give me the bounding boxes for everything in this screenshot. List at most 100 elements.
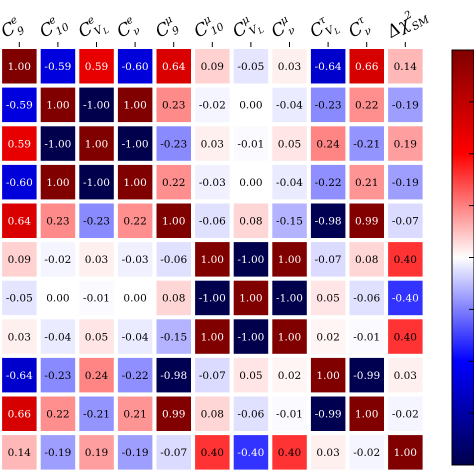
heatmap-cell <box>272 396 307 431</box>
heatmap-cell <box>2 87 37 123</box>
cell-value-label: -0.64 <box>6 370 33 382</box>
heatmap-cell <box>310 87 346 123</box>
svg-text:CμVL: CμVL <box>228 10 265 47</box>
heatmap-cell <box>310 126 346 161</box>
heatmap-cell <box>117 396 153 431</box>
heatmap-cell <box>156 87 191 123</box>
cell-value-label: -0.04 <box>44 331 71 343</box>
heatmap-cell <box>349 87 384 123</box>
cell-value-label: 0.22 <box>355 100 378 112</box>
cell-value-label: 0.19 <box>394 138 417 150</box>
heatmap-cell <box>349 319 384 354</box>
heatmap-cell <box>233 203 269 238</box>
cell-value-label: 0.08 <box>355 254 378 266</box>
cell-value-label: -0.23 <box>44 370 71 382</box>
heatmap-cell <box>195 203 230 238</box>
heatmap-cell <box>233 49 269 84</box>
heatmap-cell <box>117 87 153 123</box>
heatmap-cell <box>79 203 114 238</box>
heatmap-cell <box>388 203 423 238</box>
heatmap-cell <box>195 357 230 393</box>
cell-value-label: 0.03 <box>394 370 417 382</box>
cell-value-label: 0.09 <box>8 254 31 266</box>
column-label: Δχ2SM <box>383 8 432 42</box>
column-labels: Ce9 Ce10 CeVL Ceν Cμ9 Cμ10 CμVL Cμν CτVL Cτν Δχ2SM <box>0 8 432 47</box>
cell-value-label: -0.64 <box>315 61 342 73</box>
heatmap-cell <box>79 126 114 161</box>
heatmap-cell <box>195 435 230 470</box>
cell-value-label: -0.59 <box>44 61 71 73</box>
heatmap-cell <box>40 396 76 431</box>
svg-text:CeVL: CeVL <box>74 10 111 47</box>
cell-value-label: 0.00 <box>46 293 69 305</box>
cell-value-label: -0.02 <box>392 409 419 421</box>
heatmap-cell <box>388 319 423 354</box>
heatmap-cell <box>156 49 191 84</box>
heatmap-cell <box>79 280 114 316</box>
cell-value-label: 0.59 <box>8 138 31 150</box>
svg-text:Ce10: Ce10 <box>35 10 71 45</box>
cell-value-label: 0.05 <box>239 370 262 382</box>
heatmap-cell <box>117 280 153 316</box>
cell-value-label: -0.15 <box>160 331 187 343</box>
cell-value-label: 0.03 <box>278 61 301 73</box>
cell-value-label: 0.19 <box>85 447 108 459</box>
column-label: Cμν <box>268 13 298 42</box>
cell-value-label: 0.40 <box>201 447 224 459</box>
cell-value-label: -1.00 <box>237 254 264 266</box>
heatmap-cell <box>388 396 423 431</box>
heatmap-cell <box>117 126 153 161</box>
heatmap-cell <box>310 280 346 316</box>
heatmap-cell <box>79 357 114 393</box>
cell-value-label: -0.01 <box>83 293 110 305</box>
heatmap-cells: 1.00 -0.59 0.59 -0.60 0.64 0.09 -0.05 0.03 -0.64… <box>2 49 423 470</box>
heatmap-cell <box>310 49 346 84</box>
cell-value-label: 0.22 <box>162 177 185 189</box>
column-label-sub: 10 <box>209 21 227 38</box>
cell-value-label: 1.00 <box>85 138 108 150</box>
cell-value-label: 1.00 <box>201 254 224 266</box>
heatmap-cell <box>272 319 307 354</box>
heatmap-cell <box>272 164 307 200</box>
cell-value-label: 1.00 <box>355 409 378 421</box>
svg-text:Ceν: Ceν <box>113 13 143 45</box>
cell-value-label: -0.99 <box>315 409 342 421</box>
heatmap-cell <box>2 357 37 393</box>
heatmap-cell <box>156 203 191 238</box>
cell-value-label: -0.59 <box>6 100 33 112</box>
cell-value-label: 0.66 <box>8 409 32 421</box>
column-label: Ce10 <box>35 10 71 45</box>
cell-value-label: -0.05 <box>6 293 33 305</box>
cell-value-label: -0.02 <box>199 100 226 112</box>
cell-value-label: 0.03 <box>201 138 224 150</box>
heatmap-cell <box>272 435 307 470</box>
heatmap-cell <box>310 357 346 393</box>
column-label: CμVL <box>228 10 265 47</box>
heatmap-cell <box>388 242 423 277</box>
cell-value-label: -0.03 <box>199 177 226 189</box>
cell-value-label: -0.04 <box>276 100 303 112</box>
cell-value-label: 0.02 <box>278 370 301 382</box>
heatmap-cell <box>272 203 307 238</box>
heatmap-cell <box>117 435 153 470</box>
heatmap-cell <box>2 203 37 238</box>
column-label-sup: e <box>85 14 96 28</box>
heatmap-cell <box>79 87 114 123</box>
heatmap-cell <box>195 396 230 431</box>
cell-value-label: -0.06 <box>160 254 187 266</box>
heatmap-cell <box>388 164 423 200</box>
svg-text:Ce9: Ce9 <box>0 13 27 45</box>
heatmap-cell <box>388 357 423 393</box>
column-label-sub: SM <box>410 14 432 33</box>
cell-value-label: -1.00 <box>122 138 149 150</box>
column-label: CτVL <box>307 14 342 43</box>
cell-value-label: -0.01 <box>353 331 380 343</box>
heatmap-cell <box>40 49 76 84</box>
heatmap-cell <box>233 396 269 431</box>
heatmap-cell <box>40 242 76 277</box>
colorbar <box>451 49 474 466</box>
heatmap-cell <box>156 357 191 393</box>
heatmap-cell <box>117 242 153 277</box>
cell-value-label: -1.00 <box>237 331 264 343</box>
heatmap-cell <box>233 242 269 277</box>
